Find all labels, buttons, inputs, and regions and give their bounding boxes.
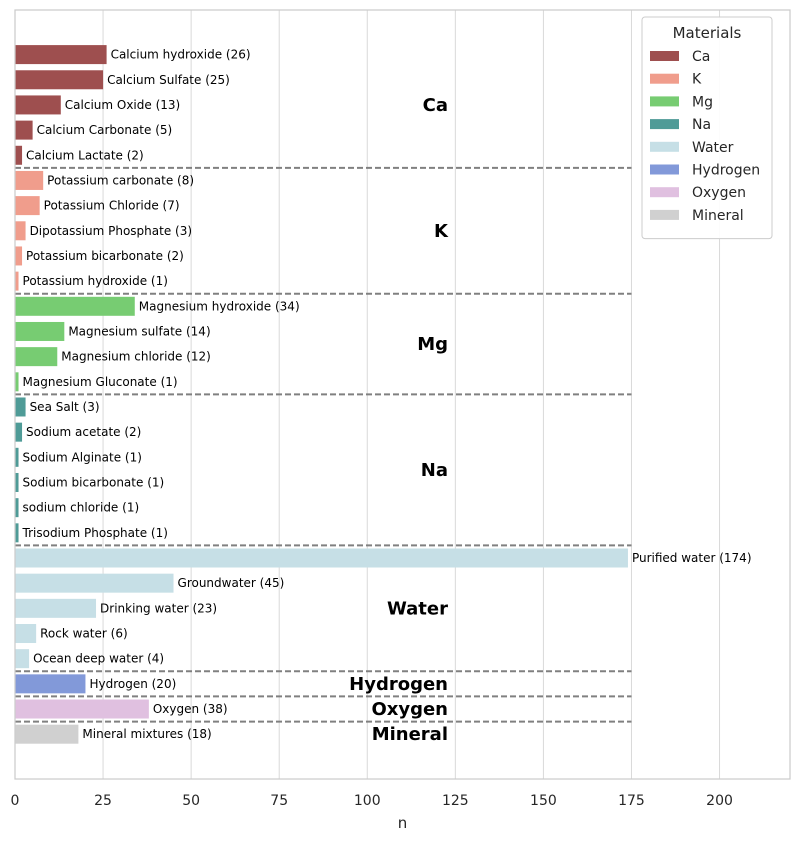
bar bbox=[15, 573, 174, 593]
bar bbox=[15, 548, 628, 568]
x-tick-label: 25 bbox=[94, 793, 112, 809]
group-label: Ca bbox=[423, 95, 448, 116]
x-tick-label: 0 bbox=[11, 793, 20, 809]
group-label: Na bbox=[421, 460, 448, 481]
legend-swatch bbox=[650, 119, 679, 130]
group-label: Mg bbox=[417, 334, 448, 355]
bar bbox=[15, 221, 26, 241]
x-tick-label: 125 bbox=[442, 793, 469, 809]
bar bbox=[15, 271, 19, 291]
bar-data-label: Calcium Sulfate (25) bbox=[107, 73, 230, 87]
bar bbox=[15, 624, 37, 644]
bar bbox=[15, 145, 23, 165]
bar bbox=[15, 523, 19, 543]
bar-data-label: Calcium Oxide (13) bbox=[65, 98, 180, 112]
x-tick-label: 50 bbox=[182, 793, 200, 809]
bar-data-label: Oxygen (38) bbox=[153, 702, 228, 716]
bar-data-label: Drinking water (23) bbox=[100, 601, 217, 615]
bar-data-label: Purified water (174) bbox=[632, 551, 752, 565]
legend-box bbox=[641, 16, 773, 240]
bar bbox=[15, 472, 19, 492]
bar bbox=[15, 649, 30, 669]
bars-layer bbox=[15, 45, 628, 744]
legend-entry-label: Mineral bbox=[692, 208, 744, 224]
legend-entry-label: Na bbox=[692, 117, 711, 133]
legend-entry-label: Water bbox=[692, 140, 734, 156]
bar-data-label: Ocean deep water (4) bbox=[33, 652, 164, 666]
legend-entry-label: Hydrogen bbox=[692, 163, 760, 179]
bar bbox=[15, 724, 79, 744]
x-axis-label: n bbox=[398, 814, 408, 832]
legend-swatch bbox=[650, 141, 679, 152]
bar-data-label: Potassium Chloride (7) bbox=[44, 199, 180, 213]
group-label: Oxygen bbox=[371, 699, 448, 720]
bar bbox=[15, 196, 40, 216]
bar-data-label: Hydrogen (20) bbox=[89, 677, 176, 691]
legend-swatch bbox=[650, 96, 679, 107]
bar bbox=[15, 422, 23, 442]
x-tick-label: 200 bbox=[706, 793, 733, 809]
separators-layer bbox=[15, 166, 632, 723]
bar-data-label: sodium chloride (1) bbox=[23, 501, 140, 515]
legend-swatch bbox=[650, 73, 679, 84]
legend-swatch bbox=[650, 164, 679, 175]
bar-data-label: Calcium Lactate (2) bbox=[26, 148, 144, 162]
bar-data-label: Potassium bicarbonate (2) bbox=[26, 249, 184, 263]
bar-data-label: Potassium hydroxide (1) bbox=[23, 274, 168, 288]
bar bbox=[15, 45, 107, 65]
bar-data-label: Mineral mixtures (18) bbox=[82, 727, 211, 741]
x-tick-label: 175 bbox=[618, 793, 645, 809]
bar-data-label: Sea Salt (3) bbox=[30, 400, 100, 414]
group-label: K bbox=[434, 221, 449, 242]
x-tick-label: 150 bbox=[530, 793, 557, 809]
bar bbox=[15, 347, 58, 367]
bar-data-label: Dipotassium Phosphate (3) bbox=[30, 224, 192, 238]
bar bbox=[15, 246, 23, 266]
bar-data-label: Magnesium sulfate (14) bbox=[68, 324, 210, 338]
group-label: Water bbox=[387, 598, 448, 619]
group-label: Hydrogen bbox=[349, 674, 448, 695]
legend: Materials Ca K Mg Na Water Hydrogen Oxygen Mine… bbox=[641, 16, 773, 240]
bar bbox=[15, 70, 104, 90]
plot-frame bbox=[14, 9, 791, 780]
bar bbox=[15, 397, 26, 417]
bar bbox=[15, 598, 97, 618]
x-tick-label: 75 bbox=[270, 793, 288, 809]
bar bbox=[15, 372, 19, 392]
bar bbox=[15, 170, 44, 190]
legend-swatch bbox=[650, 209, 679, 220]
bar-data-label: Magnesium Gluconate (1) bbox=[23, 375, 178, 389]
bar bbox=[15, 498, 19, 518]
bar-data-label: Sodium Alginate (1) bbox=[23, 450, 142, 464]
bar-data-label: Groundwater (45) bbox=[178, 576, 285, 590]
bar bbox=[15, 447, 19, 467]
legend-entry-label: Mg bbox=[692, 94, 713, 110]
bar bbox=[15, 120, 33, 140]
bar bbox=[15, 699, 149, 719]
legend-swatch bbox=[650, 187, 679, 198]
bar bbox=[15, 95, 61, 115]
x-tick-label: 100 bbox=[354, 793, 381, 809]
bar bbox=[15, 674, 86, 694]
bar-data-label: Sodium acetate (2) bbox=[26, 425, 141, 439]
labels-layer: Calcium hydroxide (26) Calcium Sulfate (2… bbox=[22, 48, 752, 746]
bar bbox=[15, 296, 135, 316]
bar-data-label: Rock water (6) bbox=[40, 627, 128, 641]
bar-data-label: Calcium Carbonate (5) bbox=[37, 123, 173, 137]
bar-data-label: Calcium hydroxide (26) bbox=[111, 48, 251, 62]
bar-data-label: Sodium bicarbonate (1) bbox=[23, 475, 165, 489]
bar-data-label: Magnesium chloride (12) bbox=[61, 350, 211, 364]
legend-swatch bbox=[650, 51, 679, 61]
legend-title: Materials bbox=[673, 24, 742, 42]
bar-data-label: Trisodium Phosphate (1) bbox=[22, 526, 168, 540]
legend-entry-label: K bbox=[692, 72, 702, 88]
x-ticks: 0 25 50 75 100 125 150 175 200 bbox=[11, 793, 733, 809]
bar bbox=[15, 321, 65, 341]
legend-entry-label: Ca bbox=[692, 49, 710, 65]
bar-data-label: Magnesium hydroxide (34) bbox=[139, 299, 300, 313]
bar-data-label: Potassium carbonate (8) bbox=[47, 173, 194, 187]
legend-entry-label: Oxygen bbox=[692, 185, 746, 201]
group-label: Mineral bbox=[372, 724, 448, 745]
